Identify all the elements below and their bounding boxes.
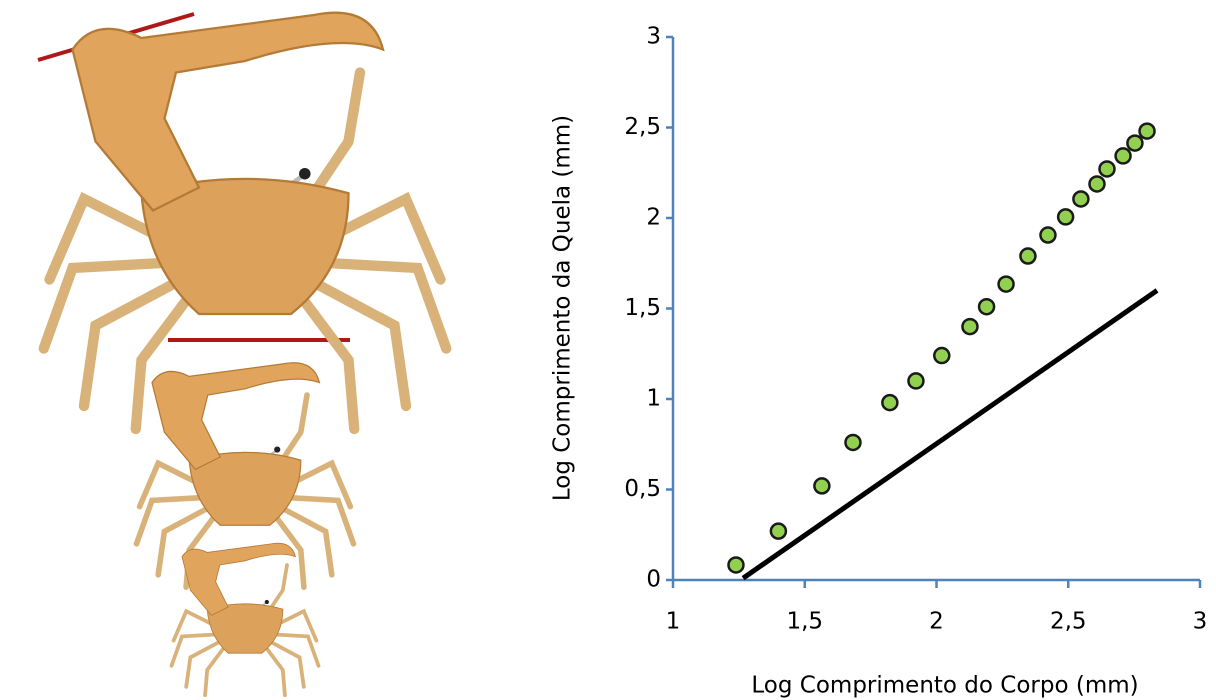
x-axis-label: Log Comprimento do Corpo (mm) — [751, 673, 1138, 699]
y-tick-label: 3 — [646, 24, 661, 50]
data-point — [1088, 175, 1106, 193]
x-tick-label: 3 — [1193, 609, 1208, 635]
reference-line — [741, 288, 1159, 581]
y-axis-label: Log Comprimento da Quela (mm) — [550, 115, 576, 501]
data-point — [727, 556, 745, 574]
y-tick-label: 1,5 — [624, 295, 661, 321]
y-tick-label: 1 — [646, 386, 661, 412]
data-point — [961, 317, 979, 336]
data-point — [1098, 160, 1116, 178]
y-tick-label: 2 — [646, 205, 661, 231]
small-crab — [169, 541, 321, 698]
data-point — [1114, 147, 1132, 165]
y-tick-label: 0,5 — [624, 476, 661, 502]
large-crab — [44, 13, 447, 429]
data-point — [844, 433, 862, 452]
data-point — [1126, 134, 1144, 152]
data-point — [813, 477, 831, 495]
data-point — [997, 275, 1015, 293]
data-point — [1039, 226, 1057, 244]
data-point — [1138, 122, 1156, 140]
x-tick-label: 1,5 — [786, 609, 823, 635]
y-tick-label: 2,5 — [624, 114, 661, 140]
y-tick-label: 0 — [646, 567, 661, 593]
data-point — [907, 372, 925, 390]
data-point — [881, 393, 899, 412]
x-tick-label: 2 — [929, 609, 944, 635]
data-point — [1072, 190, 1090, 208]
data-point — [1056, 208, 1075, 226]
x-tick-label: 1 — [666, 609, 681, 635]
x-tick-label: 2,5 — [1050, 609, 1087, 635]
crab-illustrations — [37, 13, 447, 698]
data-point — [933, 346, 951, 365]
data-point — [977, 297, 996, 316]
data-point — [1019, 247, 1037, 265]
data-point — [769, 522, 788, 540]
